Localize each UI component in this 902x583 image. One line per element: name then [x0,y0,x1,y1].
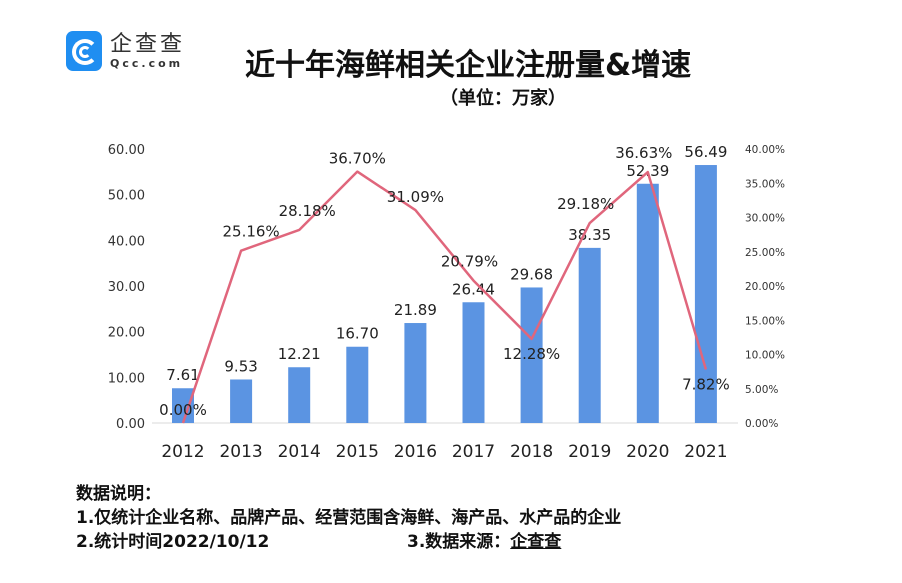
line-label: 29.18% [557,195,614,213]
right-tick-label: 40.00% [745,144,785,156]
line-label: 28.18% [279,202,336,220]
chart-subtitle: （单位：万家） [440,88,566,109]
bar-2013 [230,379,253,423]
logo-cn: 企查查 [110,31,186,57]
bar-label: 52.39 [626,162,669,180]
notes-line1: 1.仅统计企业名称、品牌产品、经营范围含海鲜、海产品、水产品的企业 [76,508,622,528]
line-label: 7.82% [682,375,730,393]
left-tick-label: 30.00 [108,280,145,295]
bar-2020 [636,183,659,423]
bar-2021 [694,165,717,424]
x-tick-label: 2014 [278,442,321,462]
bar-2012 [172,388,194,423]
qcc-logo: 企查查 Qcc.com [66,31,185,71]
left-tick-label: 40.00 [108,234,145,249]
bar-label: 16.70 [336,325,379,343]
left-tick-label: 20.00 [108,326,145,341]
right-tick-label: 10.00% [745,350,785,362]
chart-title: 近十年海鲜相关企业注册量&增速 [245,48,692,83]
line-label: 12.28% [503,345,560,363]
bar-label: 29.68 [510,265,553,283]
x-tick-label: 2017 [452,442,495,462]
bar-label: 12.21 [278,345,321,363]
left-tick-label: 0.00 [116,417,145,432]
logo-en: Qcc.com [110,56,184,70]
line-label: 20.79% [441,253,498,271]
x-tick-label: 2012 [161,442,204,462]
x-tick-label: 2019 [568,442,611,462]
bar-2018 [520,287,543,423]
notes-heading: 数据说明： [76,484,161,504]
bar-2015 [346,346,369,423]
right-tick-label: 25.00% [745,247,785,259]
left-tick-label: 10.00 [108,371,145,386]
left-tick-label: 50.00 [108,189,145,204]
bar-2017 [462,302,485,423]
line-label: 25.16% [222,223,279,241]
right-tick-label: 5.00% [745,384,778,396]
line-label: 0.00% [159,401,207,419]
notes: 数据说明： 1.仅统计企业名称、品牌产品、经营范围含海鲜、海产品、水产品的企业 … [76,482,621,554]
line-label: 31.09% [387,188,444,206]
bar-label: 21.89 [394,301,437,319]
right-tick-label: 0.00% [745,418,778,430]
bar-label: 7.61 [166,366,199,384]
notes-line2: 2.统计时间2022/10/12 [76,532,270,552]
bar-label: 9.53 [224,357,257,375]
x-tick-label: 2021 [684,442,727,462]
bar-2014 [288,367,311,423]
x-tick-label: 2016 [394,442,437,462]
bar-label: 26.44 [452,280,495,298]
x-tick-label: 2018 [510,442,553,462]
bar-label: 56.49 [684,143,727,161]
notes-source: 企查查 [510,532,562,552]
growth-line [181,170,708,424]
x-tick-label: 2020 [626,442,669,462]
notes-line3-label: 3.数据来源： [407,532,511,552]
bar-label: 38.35 [568,226,611,244]
right-tick-label: 30.00% [745,213,785,225]
line-label: 36.70% [329,150,386,168]
left-tick-label: 60.00 [108,143,145,158]
x-tick-label: 2013 [219,442,262,462]
bar-2019 [578,247,601,423]
right-tick-label: 15.00% [745,315,785,327]
qcc-logo-icon [66,31,102,71]
bar-2016 [404,323,427,423]
x-tick-label: 2015 [336,442,379,462]
line-label: 36.63% [615,144,672,162]
right-tick-label: 35.00% [745,178,785,190]
right-tick-label: 20.00% [745,281,785,293]
